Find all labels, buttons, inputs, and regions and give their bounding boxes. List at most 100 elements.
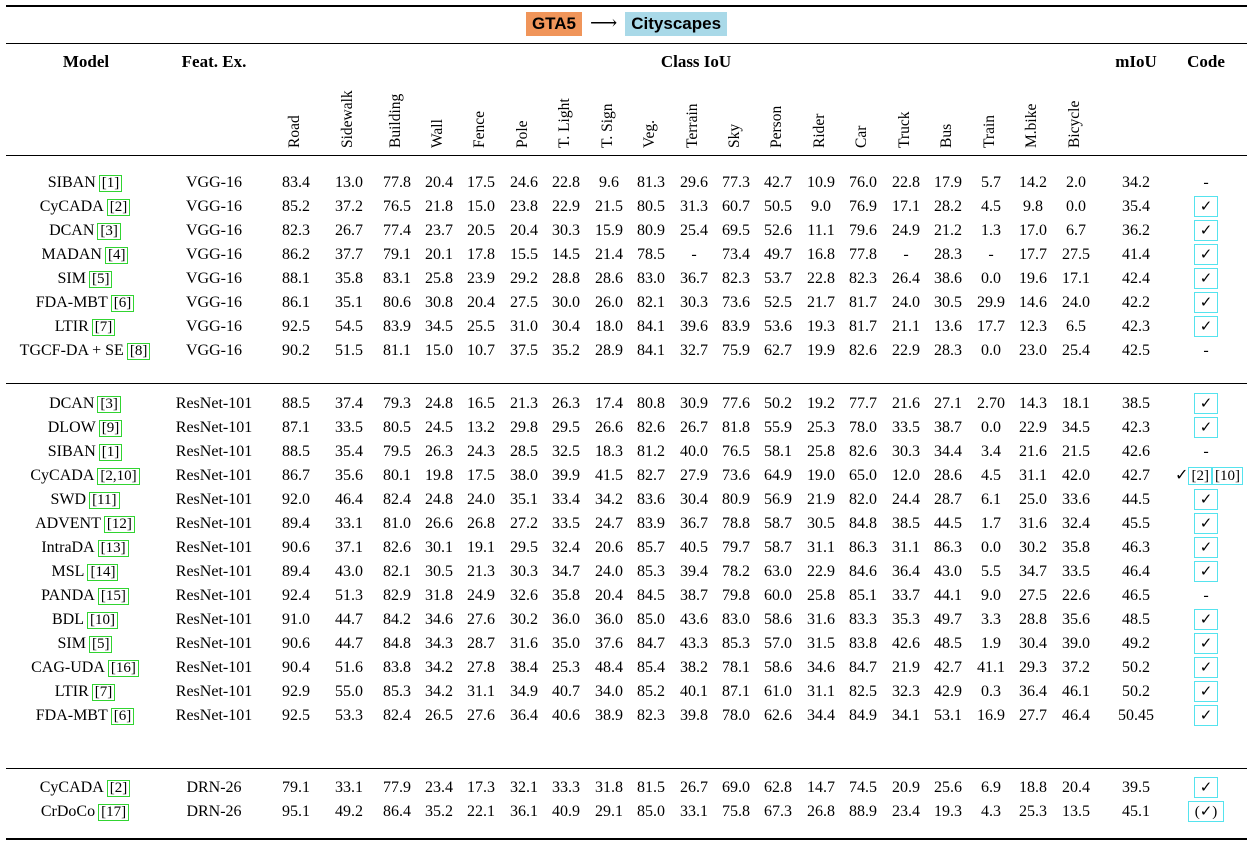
citation-link[interactable]: [2] [106, 780, 131, 797]
code-link-checkmark-icon[interactable]: ✓ [1194, 316, 1218, 337]
citation-link[interactable]: [11] [89, 492, 120, 509]
class-header-veg: Veg. [641, 120, 658, 148]
code-link-checkmark-icon[interactable]: ✓ [1194, 705, 1218, 726]
code-link-checkmark-icon[interactable]: ✓ [1194, 777, 1218, 798]
citation-link[interactable]: [17] [98, 804, 130, 821]
code-link-checkmark-icon[interactable]: ✓ [1194, 489, 1218, 510]
code-link-checkmark-icon[interactable]: ✓ [1194, 561, 1218, 582]
iou-cell: 51.6 [335, 659, 363, 676]
citation-link[interactable]: [14] [87, 564, 119, 581]
iou-cell: 21.3 [510, 395, 538, 412]
class-header-terrain: Terrain [684, 103, 701, 148]
code-link-checkmark-icon[interactable]: (✓) [1188, 801, 1224, 822]
code-link-checkmark-icon[interactable]: ✓ [1194, 417, 1218, 438]
iou-cell: 82.3 [282, 222, 310, 239]
code-cell: - [1168, 440, 1244, 463]
iou-cell: 0.3 [981, 683, 1001, 700]
miou-cell: 50.2 [1122, 683, 1150, 700]
code-link-checkmark-icon[interactable]: ✓ [1194, 537, 1218, 558]
code-cell: ✓ [1168, 656, 1244, 679]
citation-link[interactable]: [1] [98, 175, 123, 192]
code-cell: ✓ [1168, 243, 1244, 266]
iou-cell: 20.4 [1062, 779, 1090, 796]
iou-cell: 18.0 [595, 318, 623, 335]
iou-cell: 25.3 [552, 659, 580, 676]
iou-cell: 58.6 [764, 611, 792, 628]
iou-cell: 12.0 [892, 467, 920, 484]
citation-link[interactable]: [3] [97, 223, 121, 240]
citation-link[interactable]: [12] [103, 516, 135, 533]
iou-cell: 17.3 [467, 779, 495, 796]
iou-cell: 55.0 [335, 683, 363, 700]
model-name: CyCADA [30, 467, 95, 484]
iou-cell: 16.8 [807, 246, 835, 263]
code-link-checkmark-icon[interactable]: ✓ [1194, 681, 1218, 702]
citation-link[interactable]: [7] [91, 319, 116, 336]
iou-cell: 21.9 [892, 659, 920, 676]
code-ref-link[interactable]: [2] [1188, 467, 1212, 485]
iou-cell: 30.5 [425, 563, 453, 580]
citation-link[interactable]: [10] [87, 612, 118, 629]
citation-link[interactable]: [2,10] [97, 468, 140, 485]
iou-cell: 86.1 [282, 294, 310, 311]
iou-cell: 80.6 [383, 294, 411, 311]
code-link-checkmark-icon[interactable]: ✓ [1194, 292, 1218, 313]
code-link-checkmark-icon[interactable]: ✓ [1194, 268, 1218, 289]
citation-link[interactable]: [6] [110, 708, 135, 725]
iou-cell: 33.3 [552, 779, 580, 796]
model-cell: LTIR [7] [6, 680, 164, 703]
citation-link[interactable]: [5] [88, 271, 113, 288]
code-link-checkmark-icon[interactable]: ✓ [1194, 513, 1218, 534]
iou-cell: 32.6 [510, 587, 538, 604]
citation-link[interactable]: [9] [98, 420, 123, 437]
iou-cell: 0.0 [981, 270, 1001, 287]
code-link-checkmark-icon[interactable]: ✓ [1194, 244, 1218, 265]
code-link-checkmark-icon[interactable]: ✓ [1194, 633, 1218, 654]
iou-cell: 15.0 [425, 342, 453, 359]
iou-cell: 19.0 [807, 467, 835, 484]
citation-link[interactable]: [8] [126, 343, 151, 360]
iou-cell: 62.7 [764, 342, 792, 359]
code-link-checkmark-icon[interactable]: ✓ [1194, 657, 1218, 678]
iou-cell: 36.0 [595, 611, 623, 628]
citation-link[interactable]: [2] [106, 199, 131, 216]
iou-cell: 50.5 [764, 198, 792, 215]
iou-cell: 80.5 [383, 419, 411, 436]
model-name: MSL [51, 563, 85, 580]
model-name: CyCADA [39, 779, 104, 796]
miou-column-header: mIoU [1115, 52, 1157, 71]
iou-cell: 28.7 [467, 635, 495, 652]
iou-cell: 34.9 [510, 683, 538, 700]
citation-link[interactable]: [4] [104, 247, 129, 264]
code-link-checkmark-icon[interactable]: ✓ [1194, 393, 1218, 414]
citation-link[interactable]: [5] [88, 636, 113, 653]
code-cell: ✓ [1168, 291, 1244, 314]
table-row: CyCADA [2,10] ResNet-101 86.7 35.6 80.1 19.8 17… [6, 464, 1247, 487]
citation-link[interactable]: [15] [97, 588, 129, 605]
iou-cell: 26.0 [595, 294, 623, 311]
code-ref-link[interactable]: [10] [1211, 467, 1243, 485]
model-cell: TGCF-DA + SE [8] [6, 339, 164, 362]
iou-cell: 40.6 [552, 707, 580, 724]
iou-cell: 86.2 [282, 246, 310, 263]
citation-link[interactable]: [3] [97, 396, 121, 413]
code-link-checkmark-icon[interactable]: ✓ [1194, 609, 1218, 630]
class-header-sky: Sky [726, 123, 743, 148]
code-link-checkmark-icon[interactable]: ✓ [1194, 196, 1218, 217]
citation-link[interactable]: [16] [107, 660, 139, 677]
code-link-checkmark-icon[interactable]: ✓ [1194, 220, 1218, 241]
feature-extractor-cell: VGG-16 [186, 222, 242, 239]
citation-link[interactable]: [7] [91, 684, 116, 701]
iou-cell: 74.5 [849, 779, 877, 796]
iou-cell: 26.7 [335, 222, 363, 239]
class-header-wall: Wall [429, 119, 446, 148]
citation-link[interactable]: [13] [97, 540, 129, 557]
code-cell: - [1168, 339, 1244, 362]
iou-cell: 33.1 [680, 803, 708, 820]
feature-extractor-cell: VGG-16 [186, 294, 242, 311]
iou-cell: 24.0 [467, 491, 495, 508]
iou-cell: 3.4 [981, 443, 1001, 460]
citation-link[interactable]: [1] [98, 444, 123, 461]
citation-link[interactable]: [6] [110, 295, 135, 312]
iou-cell: 50.2 [764, 395, 792, 412]
